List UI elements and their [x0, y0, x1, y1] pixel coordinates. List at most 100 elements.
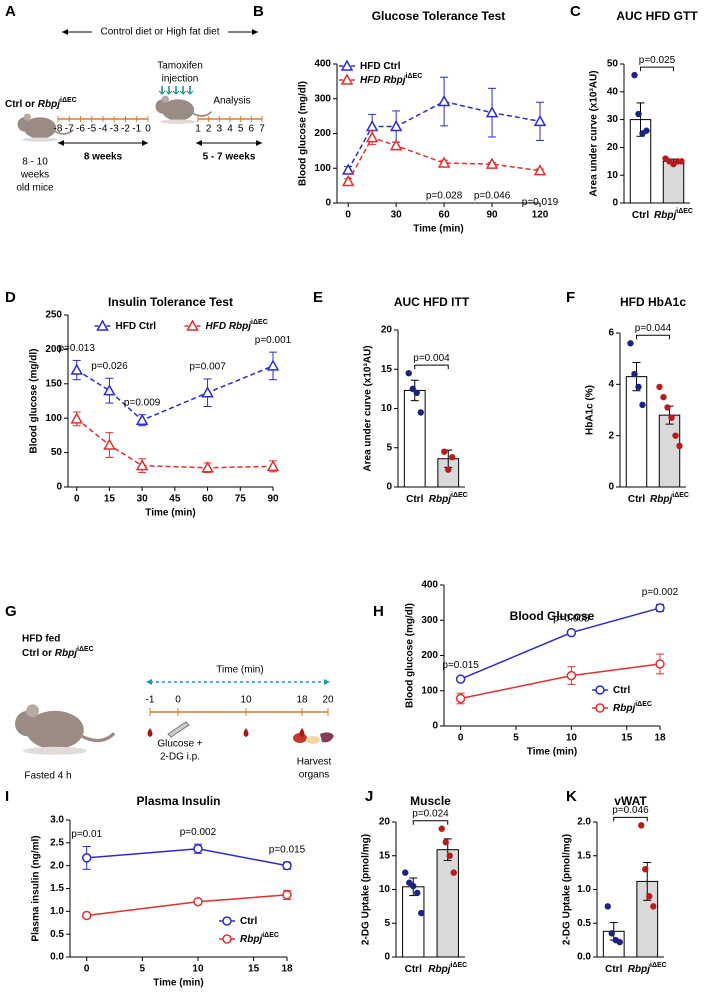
chart-title: AUC HFD GTT — [616, 9, 698, 23]
legend-label: HFD Ctrl — [116, 321, 157, 332]
data-point — [639, 401, 646, 409]
timeline-label: 10 — [240, 695, 252, 706]
legend-name: Ctrl — [240, 916, 257, 927]
data-point — [442, 839, 449, 846]
timeline-label: 2 — [206, 124, 212, 135]
bar — [403, 389, 426, 488]
y-tick-label: 1.5 — [577, 850, 591, 861]
data-point — [417, 409, 424, 416]
panel-letter: E — [313, 289, 323, 306]
series-line — [76, 418, 274, 469]
marker — [437, 156, 451, 168]
marker — [70, 412, 83, 424]
timeline-label: 0 — [175, 695, 181, 706]
y-tick-label: 20 — [379, 817, 391, 828]
x-tick-label: 5 — [140, 964, 146, 975]
gene: Rbpj — [55, 648, 77, 659]
y-tick-label: 30 — [607, 114, 619, 125]
x-tick-label: Ctrl — [405, 964, 422, 975]
y-tick-label: 150 — [45, 378, 62, 389]
y-tick-label: 50 — [51, 447, 63, 458]
legend-name: HFD Ctrl — [116, 321, 157, 332]
data-point — [635, 383, 642, 391]
p-value: p=0.009 — [124, 397, 161, 408]
y-tick-label: 10 — [381, 403, 393, 414]
bar — [436, 849, 459, 958]
marker — [455, 674, 466, 684]
marker — [533, 164, 547, 176]
timeline-label: 0 — [145, 124, 151, 135]
category-superscript: iΔEC — [650, 962, 667, 969]
mouse-icon — [17, 113, 74, 142]
chart-title: HFD HbA1c — [620, 295, 686, 309]
x-tick-label: 10 — [566, 733, 578, 744]
x-tick-label: 90 — [486, 210, 498, 221]
injection-label: Tamoxifen — [157, 61, 203, 72]
x-axis-label: Time (min) — [527, 747, 577, 758]
legend-name: Rbpj — [613, 703, 635, 714]
y-tick-label: 2.0 — [50, 860, 64, 871]
marker — [103, 438, 116, 450]
legend-name: HFD Ctrl — [360, 61, 401, 72]
series-line — [86, 894, 288, 917]
legend-name: Ctrl — [613, 685, 630, 696]
timeline-label: -6 — [76, 124, 85, 135]
marker — [266, 359, 280, 371]
glucose-label: Glucose + — [157, 739, 202, 750]
mouse-head — [17, 117, 32, 132]
marker — [389, 120, 403, 132]
data-point — [672, 432, 679, 439]
x-axis-label: Time (min) — [413, 224, 463, 235]
x-tick-label: 15 — [621, 733, 633, 744]
y-tick-label: 0 — [56, 482, 62, 493]
y-tick-label: 6 — [608, 328, 614, 339]
data-point — [402, 869, 409, 876]
marker — [201, 461, 214, 473]
legend-marker — [96, 319, 109, 331]
mouse-ear — [161, 95, 169, 103]
superscript: iΔEC — [77, 646, 94, 653]
age-label: 8 - 10 — [22, 157, 48, 168]
timeline-label: -7 — [65, 124, 74, 135]
x-tick-label: 0 — [345, 210, 351, 221]
legend-label: HFD Ctrl — [360, 61, 401, 72]
x-tick-label: RbpjiΔEC — [429, 492, 468, 504]
panel-letter: H — [373, 603, 384, 620]
timeline-label: 3 — [217, 124, 223, 135]
organ — [320, 732, 334, 743]
y-tick-label: 400 — [314, 59, 331, 70]
data-point — [450, 869, 457, 876]
y-tick-label: 0.5 — [50, 929, 64, 940]
y-tick-label: 0.5 — [577, 918, 591, 929]
mouse-ear — [26, 704, 39, 718]
chart-title: Plasma Insulin — [136, 794, 220, 808]
timeline-label: 5 — [238, 124, 244, 135]
y-tick-label: 3.0 — [50, 815, 64, 826]
x-tick-label: RbpjiΔEC — [654, 208, 693, 220]
timeline-label: -1 — [132, 124, 141, 135]
timeline-label: 1 — [195, 124, 201, 135]
syringe — [167, 721, 190, 738]
y-tick-label: 2.0 — [577, 817, 591, 828]
significance-bracket — [613, 816, 648, 822]
marker — [266, 459, 280, 472]
category-name: Rbpj — [650, 494, 672, 505]
data-point — [676, 442, 683, 450]
x-tick-label: 90 — [267, 494, 279, 505]
y-axis-label: Area under curve (x10³AU) — [363, 345, 374, 471]
marker — [81, 910, 92, 921]
chart-title: Muscle — [410, 794, 451, 808]
category-name: Ctrl — [406, 494, 423, 505]
category-superscript: iΔEC — [672, 492, 689, 499]
y-tick-label: 20 — [607, 142, 619, 153]
y-axis-label: Area under curve (x10³AU) — [589, 70, 600, 196]
x-tick-label: Ctrl — [605, 964, 622, 975]
x-tick-label: Ctrl — [632, 210, 649, 221]
x-tick-label: 120 — [532, 210, 549, 221]
timeline-label: -5 — [87, 124, 96, 135]
series-line — [86, 848, 288, 867]
y-tick-label: 0 — [608, 482, 614, 493]
data-point — [668, 414, 675, 421]
injection-arrows — [158, 90, 194, 95]
y-tick-label: 300 — [421, 615, 438, 626]
